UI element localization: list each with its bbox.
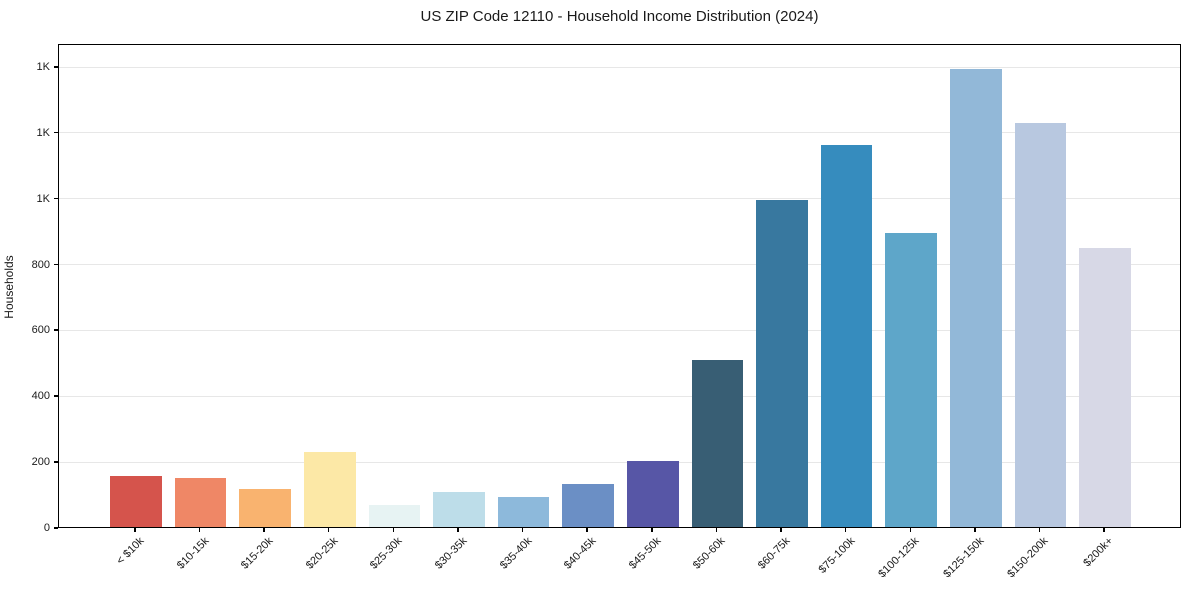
gridline [59,264,1180,266]
x-tick-mark [457,528,459,532]
bar-150-200k [1014,122,1067,527]
y-tick-label: 600 [31,324,50,337]
plot-area [58,44,1181,528]
bar-35-40k [497,496,550,527]
bar-45-50k [626,460,679,527]
bar-10-15k [174,478,227,527]
gridline [59,329,1180,331]
gridline [59,198,1180,200]
x-tick-mark [134,528,136,532]
y-tick-mark [54,66,58,68]
bar-100-125k [885,233,938,527]
x-tick-mark [1038,528,1041,532]
x-tick-mark [392,528,395,532]
x-tick-mark [586,528,588,532]
y-tick-label: 1K [36,126,50,139]
y-tick-mark [54,131,58,134]
y-tick-label: 1K [36,61,50,74]
x-tick-mark [844,528,847,532]
y-tick-mark [54,395,58,397]
gridline [59,132,1180,134]
x-tick-mark [327,528,330,532]
bar-125-150k [950,69,1002,527]
bar-10k [110,476,162,527]
gridline [59,395,1180,397]
y-tick-label: 1K [36,192,50,205]
y-tick-label: 400 [31,390,50,403]
x-tick-mark [263,528,265,532]
y-tick-mark [54,197,58,200]
bar-25-30k [368,505,421,527]
x-tick-mark [909,528,911,532]
gridline [59,66,1180,68]
bar-20-25k [303,452,356,527]
y-tick-mark [54,329,58,331]
bar-40-45k [562,483,615,527]
bar-30-35k [433,491,485,527]
y-tick-mark [54,461,58,463]
bar-200k [1079,247,1131,527]
x-tick-label: < $10k [114,535,147,568]
x-tick-mark [521,528,524,532]
x-tick-mark [651,528,653,532]
y-tick-label: 0 [43,522,50,534]
bar-15-20k [239,488,291,527]
y-tick-label: 800 [31,258,50,271]
bar-60-75k [756,199,808,527]
bar-75-100k [820,144,873,527]
gridline [59,461,1180,463]
x-tick-mark [715,528,718,532]
y-tick-label: 200 [31,456,50,469]
bar-50-60k [691,359,744,527]
x-tick-mark [1103,528,1105,532]
y-tick-mark [54,263,58,266]
y-tick-mark [54,527,58,529]
x-tick-mark [780,528,782,532]
x-tick-mark [974,528,976,532]
x-tick-mark [198,528,201,532]
chart-title: US ZIP Code 12110 - Household Income Dis… [420,8,819,25]
